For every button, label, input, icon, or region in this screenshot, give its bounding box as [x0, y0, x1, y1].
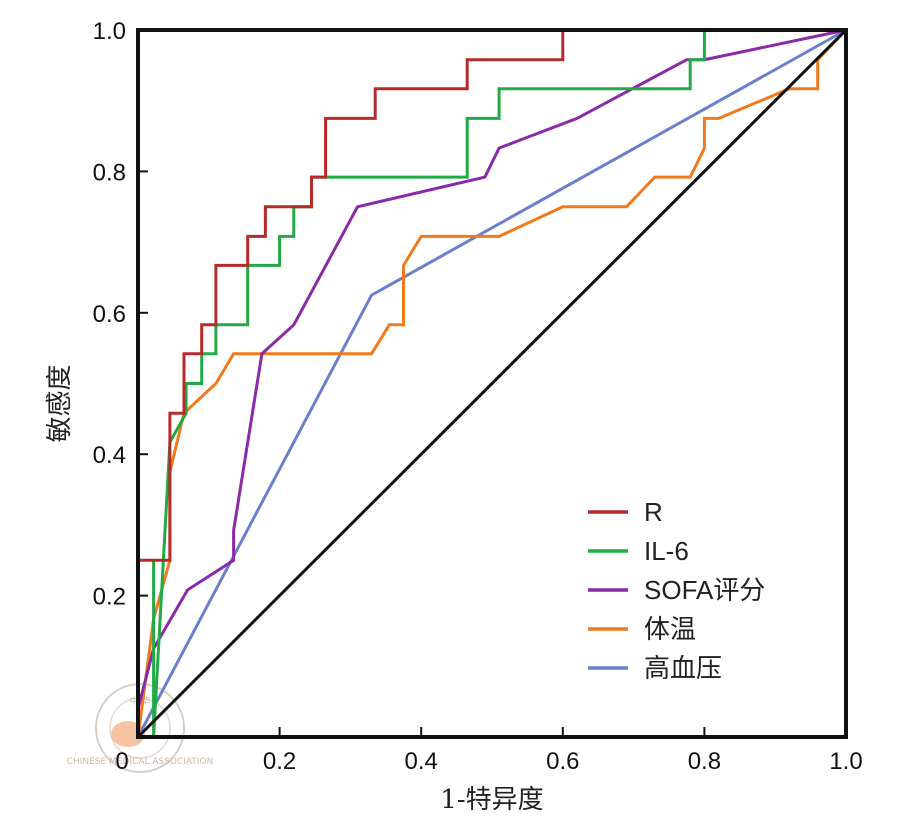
y-tick-label: 0.6 [93, 301, 126, 328]
legend-label: R [644, 497, 663, 527]
y-tick-label: 0.8 [93, 159, 126, 186]
reference-diagonal [136, 28, 848, 739]
watermark-text-bottom: CHINESE MEDICAL ASSOCIATION [67, 757, 214, 767]
x-tick-label: 0.2 [263, 748, 296, 775]
y-axis-label: 敏感度 [45, 364, 75, 442]
x-tick-label: 0 [115, 748, 128, 775]
x-tick-label: 1.0 [829, 748, 862, 775]
x-axis-ticks: 0 0.2 0.4 0.6 0.8 1.0 [115, 727, 863, 775]
series-line-1 [136, 28, 846, 737]
y-tick-label: 0.4 [93, 442, 126, 469]
legend-label: IL-6 [644, 536, 689, 566]
x-tick-label: 0.8 [688, 748, 721, 775]
y-axis-ticks: 0.2 0.4 0.6 0.8 1.0 [93, 18, 148, 611]
legend-label: 体温 [644, 614, 696, 644]
series-layer [136, 28, 848, 739]
x-tick-label: 0.6 [546, 748, 579, 775]
series-line-2 [141, 28, 846, 739]
plot-area-frame [136, 28, 848, 739]
legend-label: 高血压 [644, 653, 722, 683]
legend-label: SOFA评分 [644, 575, 765, 605]
x-axis-label: 1-特异度 [440, 785, 543, 815]
y-tick-label: 0.2 [93, 584, 126, 611]
series-line-3 [136, 28, 847, 710]
series-line-5 [136, 28, 847, 738]
y-tick-label: 1.0 [93, 18, 126, 45]
x-tick-label: 0.4 [405, 748, 438, 775]
